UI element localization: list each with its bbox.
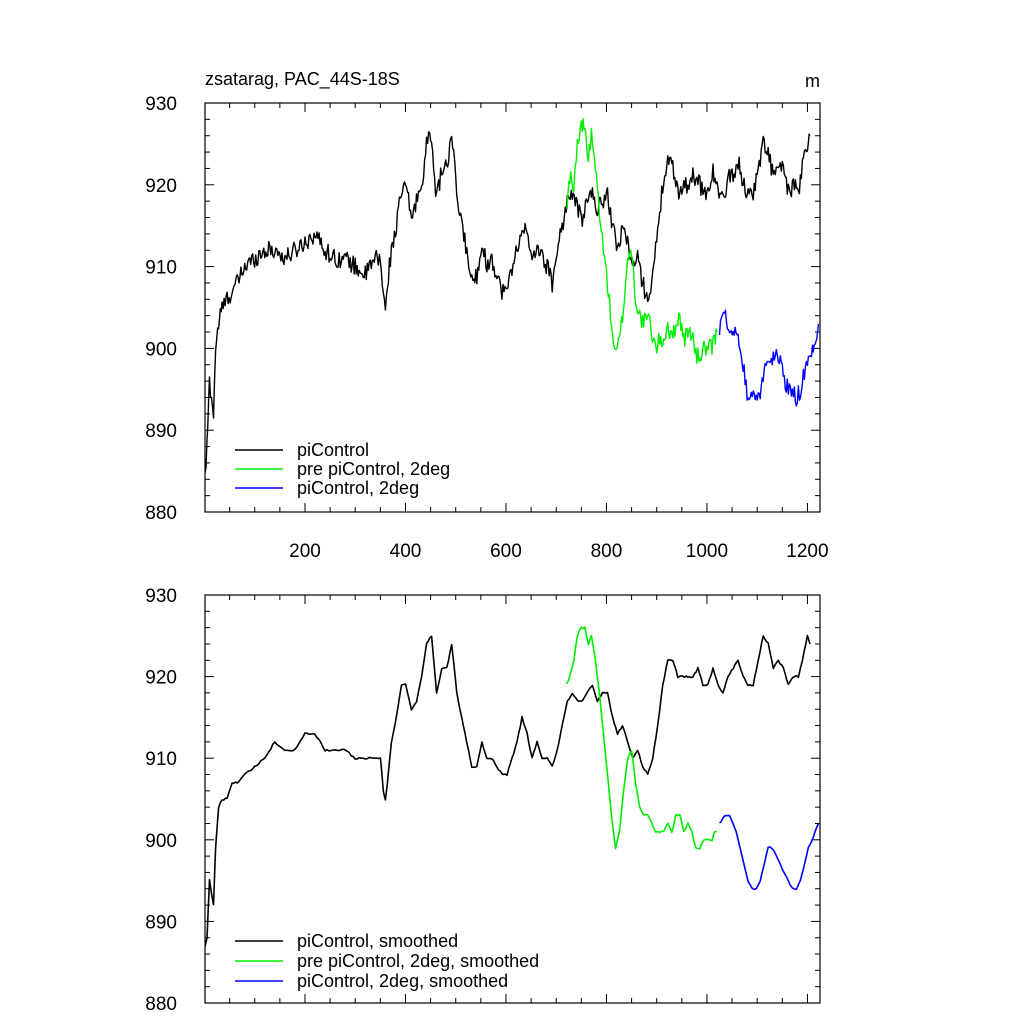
x-tick-label: 600 xyxy=(490,541,522,562)
units-label: m xyxy=(805,71,820,91)
x-tick-label: 1200 xyxy=(786,541,828,562)
y-tick-label: 910 xyxy=(145,258,177,279)
series-line-2 xyxy=(565,626,718,850)
plot-frame xyxy=(204,102,821,513)
figure-title: zsatarag, PAC_44S-18S xyxy=(205,69,400,90)
y-tick-label: 920 xyxy=(145,668,177,689)
y-tick-label: 930 xyxy=(145,94,177,115)
y-tick-label: 910 xyxy=(145,749,177,770)
series-line-1 xyxy=(205,634,811,947)
y-tick-label: 880 xyxy=(145,994,177,1015)
legend-label: pre piControl, 2deg xyxy=(297,459,450,479)
series-line-3 xyxy=(719,814,820,891)
legend-label: piControl, 2deg xyxy=(297,478,419,498)
series-line-3 xyxy=(718,309,820,407)
y-tick-label: 930 xyxy=(145,586,177,607)
legend-label: piControl, smoothed xyxy=(297,931,458,951)
x-tick-label: 200 xyxy=(289,541,321,562)
y-tick-label: 880 xyxy=(145,503,177,524)
y-tick-label: 890 xyxy=(145,912,177,933)
x-tick-label: 400 xyxy=(390,541,422,562)
plot-frame xyxy=(204,594,821,1004)
legend-label: piControl, 2deg, smoothed xyxy=(297,971,508,991)
bottom-panel: 880 890 900 910 920 930 piControl, smoothedpre… xyxy=(145,586,821,1015)
y-tick-label: 920 xyxy=(145,176,177,197)
legend-label: pre piControl, 2deg, smoothed xyxy=(297,951,539,971)
y-tick-label: 890 xyxy=(145,421,177,442)
y-tick-label: 900 xyxy=(145,339,177,360)
top-panel: 880 890 900 910 920 930 200 400 600 800 1000 1200 pi… xyxy=(145,94,828,562)
x-tick-label: 1000 xyxy=(686,541,728,562)
y-tick-label: 900 xyxy=(145,831,177,852)
legend-label: piControl xyxy=(297,440,369,460)
series-line-2 xyxy=(565,118,718,364)
series-line-1 xyxy=(205,131,811,473)
x-tick-label: 800 xyxy=(591,541,623,562)
